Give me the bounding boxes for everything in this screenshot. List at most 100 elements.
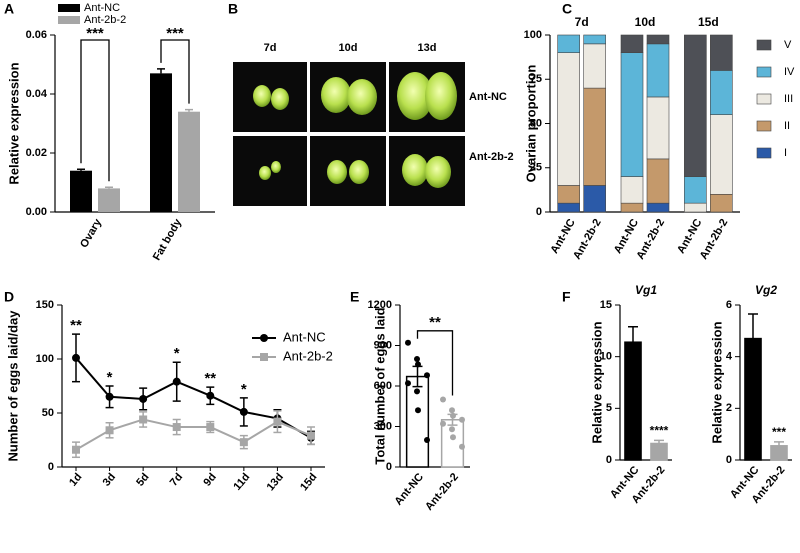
- error-bar: [628, 325, 638, 343]
- data-point: [405, 339, 411, 346]
- bar-segment: [684, 34, 707, 177]
- error-bar: [447, 419, 458, 426]
- data-point: [405, 380, 411, 387]
- data-point: [450, 412, 456, 419]
- y-axis-label: Relative expression: [6, 62, 21, 184]
- panel-letter: A: [4, 1, 14, 17]
- legend-swatch: [756, 39, 772, 51]
- y-tick-label: 15: [600, 299, 612, 311]
- marker: [72, 445, 80, 454]
- data-point: [450, 434, 456, 441]
- significance-label: ***: [166, 25, 184, 42]
- legend-swatch: [58, 16, 80, 24]
- bar-segment: [646, 96, 670, 160]
- data-point: [449, 426, 455, 433]
- x-tick-label: Ant-NC: [392, 471, 426, 508]
- legend-marker: [260, 353, 268, 361]
- bar-segment: [710, 114, 733, 195]
- significance-label: **: [70, 317, 82, 334]
- y-tick-label: 0.06: [26, 29, 47, 41]
- photo: [310, 136, 386, 206]
- data-point: [415, 407, 421, 414]
- error-bar: [77, 168, 85, 171]
- significance-label: **: [429, 314, 441, 331]
- line: [75, 418, 312, 451]
- panel-letter: C: [562, 1, 572, 17]
- error-bar: [774, 441, 784, 446]
- significance-label: *: [174, 345, 180, 362]
- legend-swatch: [756, 120, 772, 132]
- y-axis-label: Total number of eggs laid: [372, 307, 387, 464]
- y-tick-label: 0.04: [26, 88, 48, 100]
- photo-panel: B 7d 10d 13d Ant-NC Ant-2b-2: [228, 1, 514, 206]
- y-tick-label: 6: [726, 299, 732, 311]
- y-axis-label: Ovarian proportion: [523, 65, 538, 183]
- ovaries: [253, 72, 457, 188]
- bar-segment: [620, 202, 644, 213]
- chart-title: Vg2: [755, 283, 777, 297]
- marker: [273, 417, 282, 426]
- group-label: 10d: [635, 15, 656, 29]
- bar-segment: [646, 34, 670, 45]
- bar-segment: [583, 43, 606, 89]
- bar-segment: [557, 34, 580, 54]
- y-tick-label: 0.02: [26, 147, 47, 159]
- bar-segment: [583, 87, 606, 186]
- y-tick-label: 0: [536, 206, 542, 218]
- legend-label: Ant-2b-2: [283, 348, 333, 363]
- row-label: Ant-NC: [469, 91, 507, 103]
- data-point: [440, 396, 446, 403]
- y-tick-label: 0: [726, 454, 732, 466]
- bar-segment: [557, 52, 580, 186]
- legend-swatch: [756, 147, 772, 159]
- y-tick-label: 10: [600, 351, 612, 363]
- significance-bracket: [80, 39, 110, 182]
- error-bar: [185, 108, 193, 112]
- y-tick-label: 100: [36, 353, 54, 365]
- x-tick-label: 5d: [134, 471, 151, 489]
- y-axis-label: Number of eggs laid/day: [5, 310, 20, 462]
- error-bar: [412, 365, 423, 377]
- legend-marker: [260, 334, 268, 342]
- error-bar: [105, 186, 113, 189]
- data-point: [459, 416, 465, 423]
- legend-label: I: [784, 147, 787, 159]
- significance-bracket: [416, 330, 454, 396]
- bar-segment: [557, 185, 580, 204]
- legend-swatch: [756, 93, 772, 105]
- legend-label: III: [784, 93, 793, 105]
- bar: [770, 445, 788, 461]
- marker: [139, 394, 148, 403]
- y-tick-label: 5: [606, 402, 612, 414]
- significance-label: ****: [650, 424, 669, 438]
- marker: [206, 423, 215, 432]
- data-point: [424, 437, 430, 443]
- error-bar: [748, 313, 758, 339]
- data-point: [424, 372, 430, 379]
- y-axis-label: Relative expression: [589, 321, 604, 443]
- y-tick-label: 150: [36, 299, 54, 311]
- bar: [150, 73, 172, 212]
- legend-label: Ant-NC: [84, 2, 120, 14]
- line: [75, 357, 312, 439]
- x-tick-label: 7d: [168, 471, 185, 489]
- x-tick-label: 15d: [298, 471, 319, 493]
- chart-title: Vg1: [635, 283, 657, 297]
- column-label: 13d: [418, 42, 437, 54]
- legend-swatch: [58, 4, 80, 12]
- group-label: 15d: [698, 15, 719, 29]
- error-bar: [654, 439, 664, 444]
- marker: [139, 415, 148, 424]
- x-tick-label: 11d: [231, 471, 252, 493]
- marker: [206, 391, 215, 400]
- x-tick-label: Fat body: [151, 216, 185, 262]
- data-point: [414, 356, 420, 362]
- x-tick-label: Ant-2b-2: [423, 471, 461, 513]
- y-tick-label: 100: [524, 29, 542, 41]
- error-bar: [412, 376, 423, 388]
- error-bar: [157, 68, 165, 74]
- data-point: [449, 407, 455, 414]
- x-tick-label: 9d: [201, 471, 218, 489]
- data-point: [459, 443, 465, 450]
- bar-segment: [646, 158, 670, 204]
